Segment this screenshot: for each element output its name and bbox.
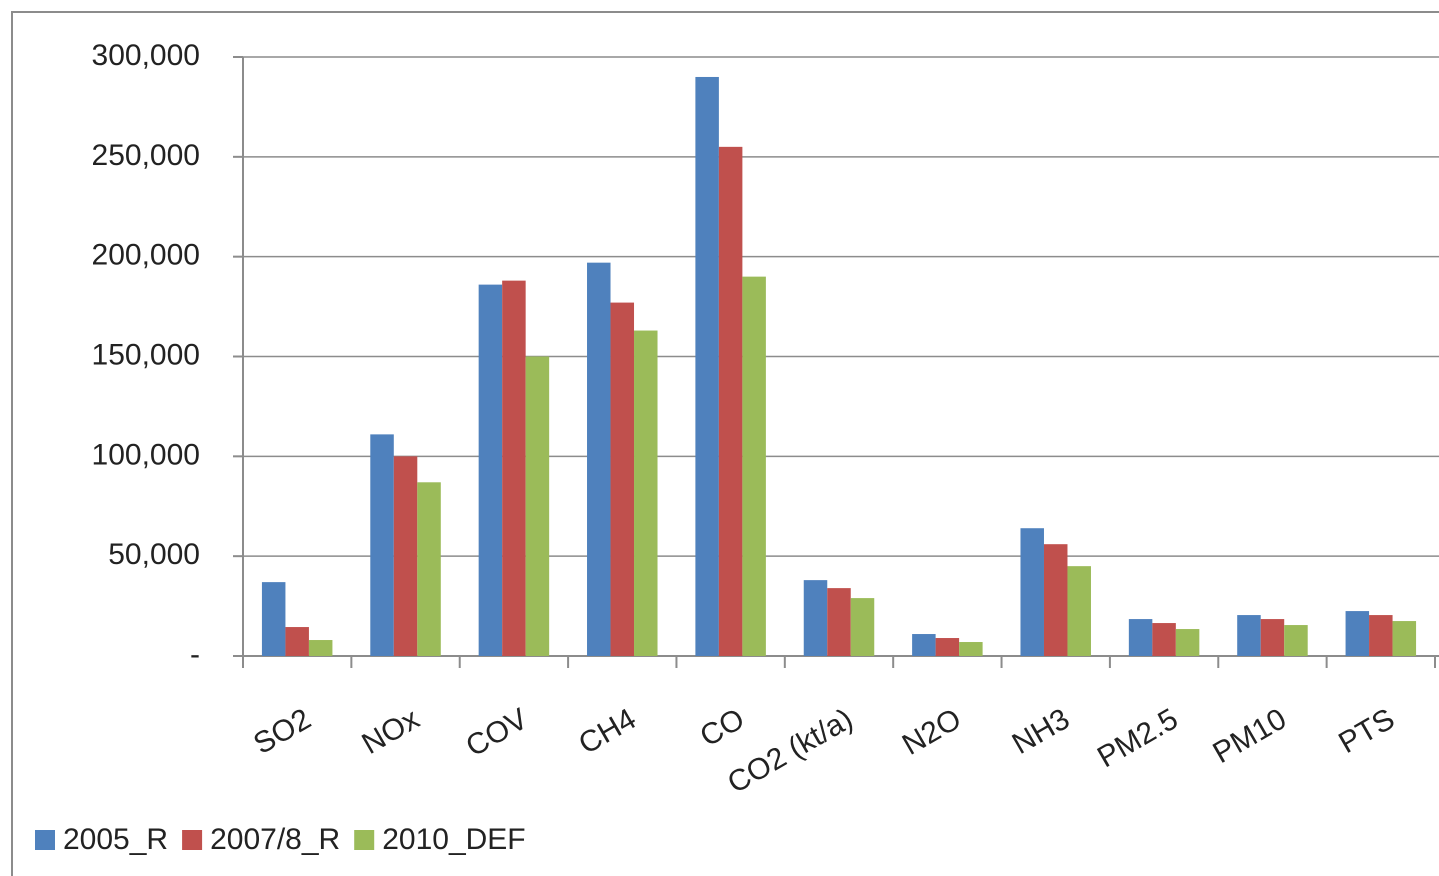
bar bbox=[912, 634, 936, 656]
bar bbox=[370, 434, 394, 656]
bar bbox=[1175, 629, 1200, 656]
x-tick-label: CH4 bbox=[573, 702, 641, 761]
bar bbox=[1128, 619, 1153, 656]
legend-label: 2005_R bbox=[63, 823, 168, 856]
bar bbox=[1345, 611, 1370, 656]
bar bbox=[1284, 625, 1308, 656]
y-tick-label: 150,000 bbox=[92, 338, 200, 371]
x-tick-label: PM10 bbox=[1208, 702, 1292, 770]
bar bbox=[1237, 615, 1261, 656]
bar bbox=[502, 280, 526, 656]
bar bbox=[525, 356, 550, 656]
x-tick-label: SO2 bbox=[248, 702, 316, 761]
bar bbox=[1369, 615, 1393, 656]
bar bbox=[803, 580, 828, 656]
y-tick-label: 300,000 bbox=[92, 39, 200, 72]
bar bbox=[610, 302, 635, 656]
legend-swatch bbox=[35, 830, 55, 850]
bar bbox=[1260, 619, 1285, 656]
legend-swatch bbox=[182, 830, 203, 850]
x-tick-label: PTS bbox=[1333, 702, 1400, 760]
bar bbox=[1020, 528, 1044, 656]
bar bbox=[1067, 566, 1091, 656]
y-tick-label: 250,000 bbox=[92, 139, 200, 172]
bar bbox=[308, 640, 333, 656]
bar bbox=[393, 456, 418, 656]
bar bbox=[1043, 544, 1068, 656]
legend-label: 2010_DEF bbox=[382, 823, 525, 856]
x-tick-label: CO bbox=[695, 702, 750, 753]
bar bbox=[261, 582, 286, 656]
y-tick-label: 200,000 bbox=[92, 239, 200, 272]
bar bbox=[742, 276, 766, 656]
bar bbox=[1152, 623, 1176, 656]
bar bbox=[285, 627, 309, 656]
x-tick-label: PM2.5 bbox=[1092, 702, 1184, 774]
bar bbox=[587, 262, 611, 656]
bar bbox=[478, 284, 503, 656]
bar bbox=[634, 330, 658, 656]
bar bbox=[850, 598, 875, 656]
x-tick-label: CO2 (kt/a) bbox=[722, 702, 858, 800]
bar bbox=[959, 642, 983, 656]
x-tick-label: NOx bbox=[357, 702, 425, 761]
bar bbox=[718, 146, 743, 656]
legend-label: 2007/8_R bbox=[210, 823, 340, 856]
x-tick-label: COV bbox=[461, 702, 534, 763]
y-tick-label: 50,000 bbox=[108, 538, 200, 571]
bar bbox=[827, 588, 851, 656]
bar bbox=[417, 482, 441, 656]
legend-swatch bbox=[354, 830, 375, 850]
bar bbox=[1392, 621, 1417, 656]
bar bbox=[695, 76, 719, 656]
x-tick-label: N2O bbox=[897, 702, 967, 761]
x-tick-label: NH3 bbox=[1007, 702, 1075, 761]
chart-border bbox=[11, 11, 1439, 876]
y-tick-label: - bbox=[190, 638, 200, 671]
y-tick-label: 100,000 bbox=[92, 438, 200, 471]
bar bbox=[935, 638, 960, 656]
